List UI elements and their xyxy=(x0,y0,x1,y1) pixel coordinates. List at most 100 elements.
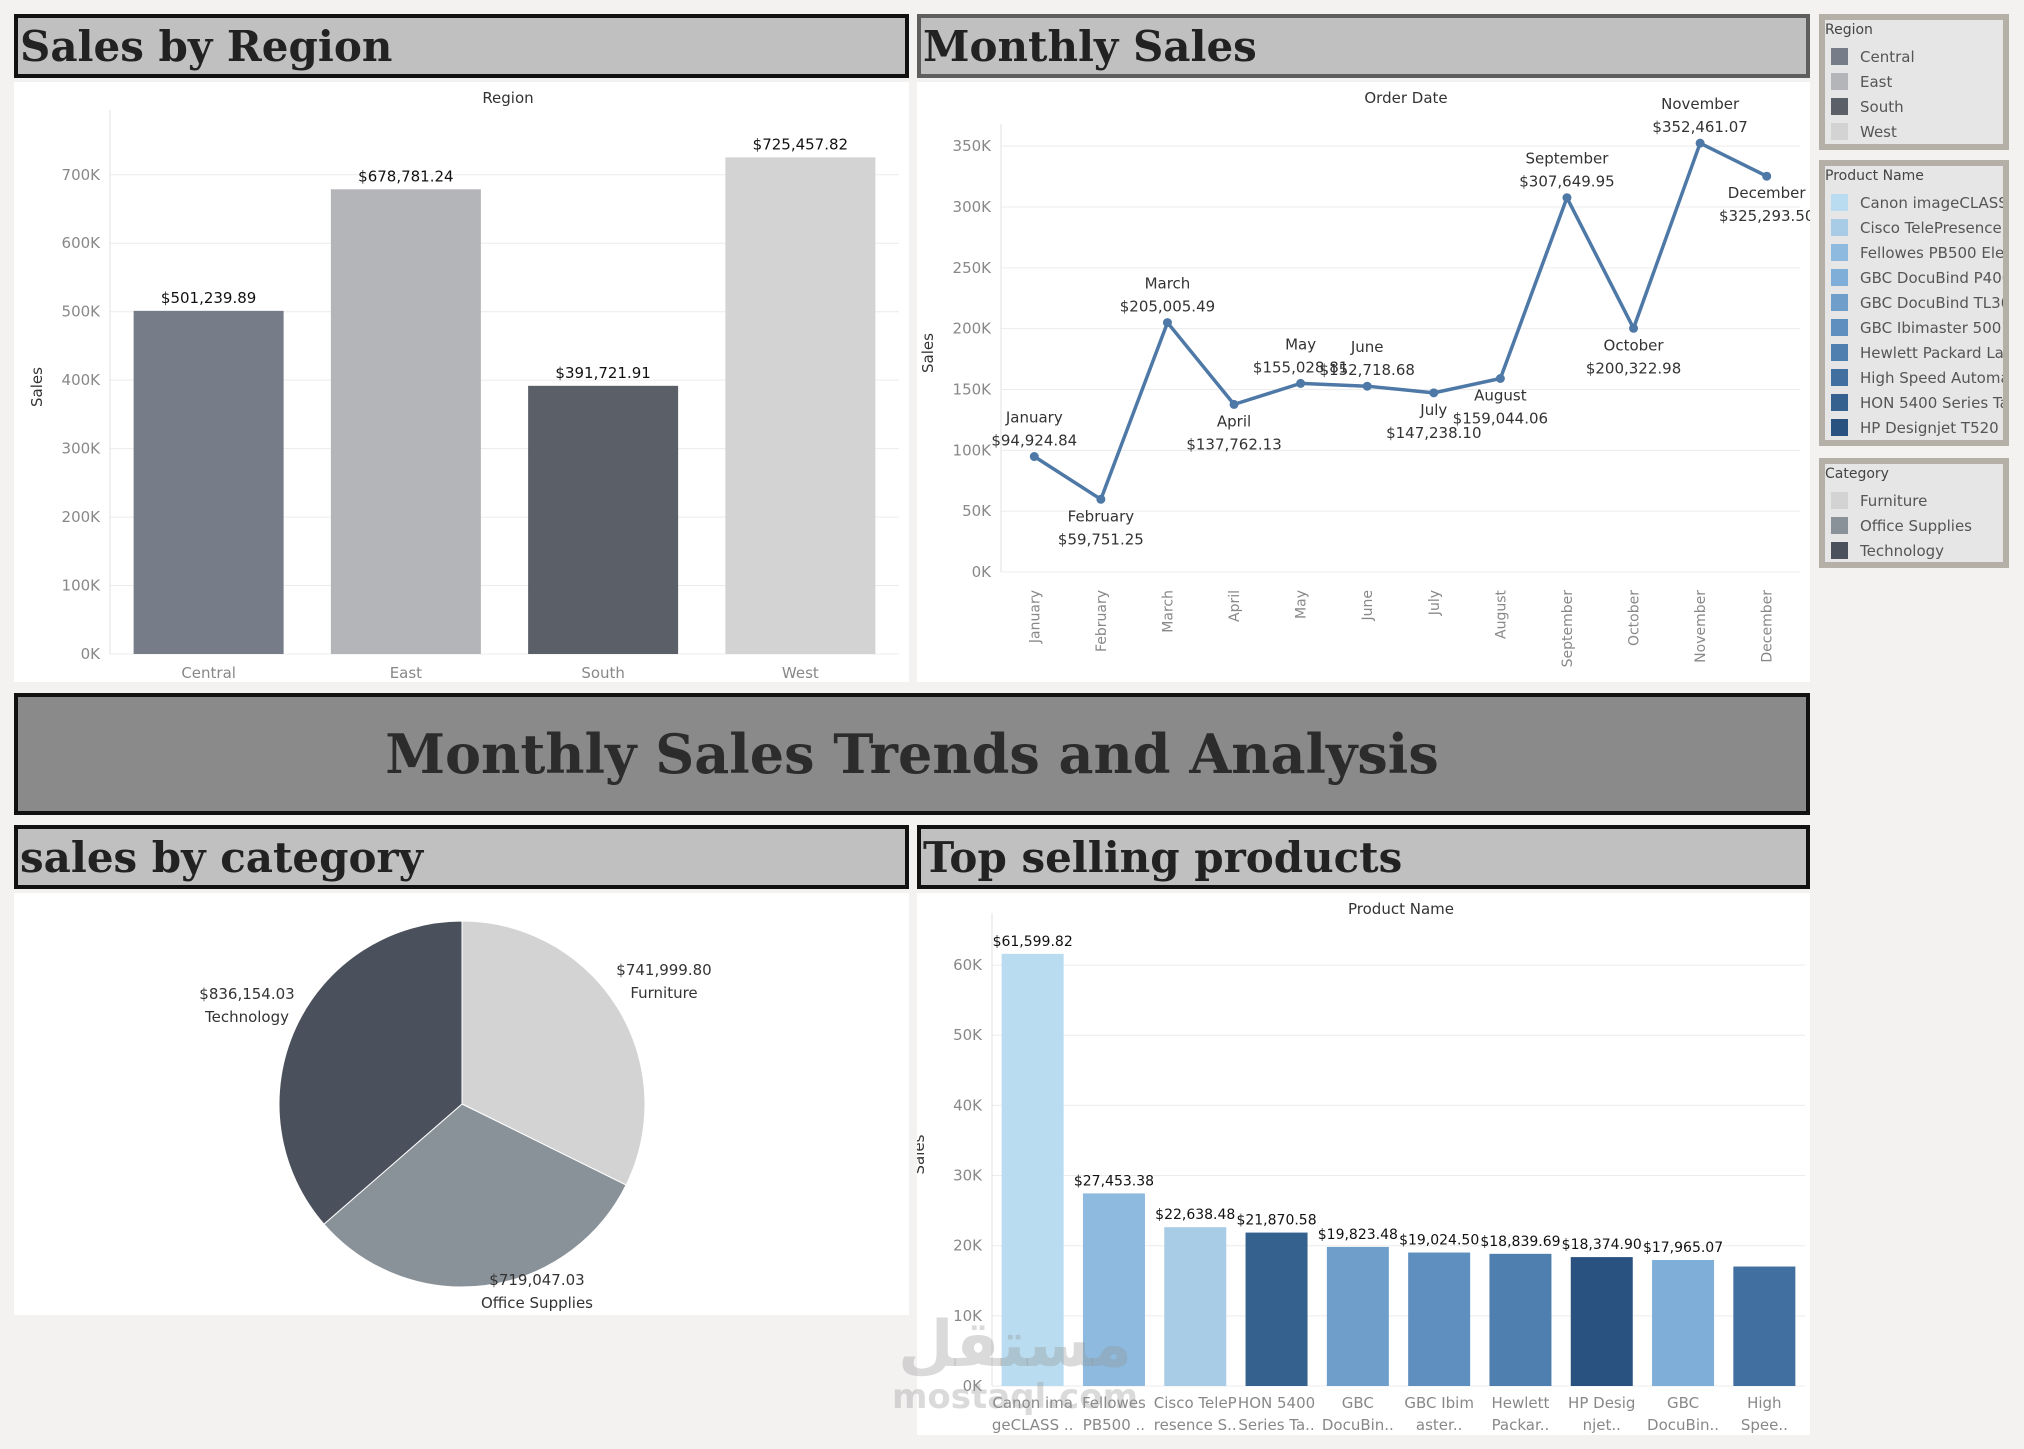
product-legend-swatch xyxy=(1831,194,1848,211)
monthly-xtick-label: January xyxy=(1027,590,1043,644)
products-data-label: $19,024.50 xyxy=(1399,1233,1479,1249)
product-legend-item[interactable]: High Speed Automa.. xyxy=(1825,365,2003,390)
products-data-label: $61,599.82 xyxy=(993,934,1073,950)
region-bar xyxy=(725,157,876,654)
category-legend-item[interactable]: Furniture xyxy=(1825,488,2003,513)
products-bar-chart: Product Name 0K 10K 20K 30K 40K 50K 60K Sales $61… xyxy=(910,900,1805,1434)
product-legend-item[interactable]: Canon imageCLASS .. xyxy=(1825,190,2003,215)
category-legend-label: Technology xyxy=(1860,541,1945,560)
products-xtick-label-line2: Spee.. xyxy=(1741,1416,1788,1434)
region-ytick-label: 300K xyxy=(62,440,102,458)
monthly-data-label: $200,322.98 xyxy=(1586,359,1681,377)
products-xtick-label-line2: Packar.. xyxy=(1492,1416,1550,1434)
monthly-xtick-label: November xyxy=(1693,590,1709,663)
region-legend-item[interactable]: South xyxy=(1825,94,2003,119)
product-legend-item[interactable]: Hewlett Packard La.. xyxy=(1825,340,2003,365)
product-legend-swatch xyxy=(1831,294,1848,311)
region-legend-swatch xyxy=(1831,98,1848,115)
monthly-point-month: June xyxy=(1350,338,1384,356)
category-pie-slice xyxy=(461,920,646,1186)
products-ytick-label: 60K xyxy=(953,956,983,974)
region-xtick-label: West xyxy=(782,664,819,682)
product-legend-swatch xyxy=(1831,244,1848,261)
products-xtick-label-line2: geCLASS .. xyxy=(992,1416,1074,1434)
monthly-ytick-label: 50K xyxy=(962,502,992,520)
products-chart-title: Product Name xyxy=(1348,900,1454,918)
product-legend-label: Fellowes PB500 Ele.. xyxy=(1860,243,2003,262)
monthly-point-month: July xyxy=(1419,401,1447,419)
monthly-xtick-label: February xyxy=(1094,590,1110,652)
monthly-point xyxy=(1296,378,1306,388)
product-legend-item[interactable]: GBC Ibimaster 500 .. xyxy=(1825,315,2003,340)
monthly-ytick-label: 200K xyxy=(953,320,993,338)
region-chart-title: Region xyxy=(482,89,533,107)
products-bar xyxy=(1326,1246,1389,1386)
products-xtick-label-line1: Fellowes xyxy=(1082,1394,1146,1412)
monthly-point-month: January xyxy=(1005,409,1063,427)
product-legend-swatch xyxy=(1831,269,1848,286)
product-legend[interactable]: Product Name Canon imageCLASS .. Cisco Te… xyxy=(1819,160,2009,446)
region-ytick-label: 400K xyxy=(62,371,102,389)
product-legend-item[interactable]: GBC DocuBind TL30.. xyxy=(1825,290,2003,315)
product-legend-item[interactable]: Fellowes PB500 Ele.. xyxy=(1825,240,2003,265)
products-xtick-label-line1: HON 5400 xyxy=(1238,1394,1315,1412)
region-ytick-label: 100K xyxy=(62,577,102,595)
monthly-ytick-label: 150K xyxy=(953,381,993,399)
region-legend-item[interactable]: West xyxy=(1825,119,2003,144)
product-legend-label: Canon imageCLASS .. xyxy=(1860,193,2003,212)
products-bar xyxy=(1082,1193,1145,1386)
products-bar xyxy=(1489,1253,1552,1386)
products-xtick-label-line2: resence S.. xyxy=(1154,1416,1237,1434)
region-legend-swatch xyxy=(1831,73,1848,90)
category-legend[interactable]: Category Furniture Office Supplies Technol… xyxy=(1819,458,2009,568)
region-bar xyxy=(133,310,284,654)
monthly-point xyxy=(1762,171,1772,181)
monthly-point xyxy=(1562,193,1572,203)
products-xtick-label-line1: Canon ima xyxy=(992,1394,1073,1412)
region-section-title: Sales by Region xyxy=(14,14,909,78)
region-legend-label: East xyxy=(1860,72,1893,91)
products-bar xyxy=(1245,1232,1308,1386)
products-ytick-label: 30K xyxy=(953,1167,983,1185)
category-chart-panel: $741,999.80 Furniture $719,047.03 Office Su… xyxy=(14,893,909,1315)
region-xtick-label: East xyxy=(390,664,422,682)
region-bar xyxy=(528,385,679,654)
products-bar xyxy=(1652,1259,1715,1386)
category-legend-swatch xyxy=(1831,517,1848,534)
region-legend[interactable]: Region Central East South West xyxy=(1819,14,2009,150)
monthly-xtick-label: July xyxy=(1427,590,1443,616)
products-bar xyxy=(1733,1266,1796,1386)
products-ytick-label: 50K xyxy=(953,1026,983,1044)
product-legend-label: HP Designjet T520 I.. xyxy=(1860,418,2003,437)
category-legend-item[interactable]: Office Supplies xyxy=(1825,513,2003,538)
monthly-data-label: $205,005.49 xyxy=(1120,298,1215,316)
product-legend-item[interactable]: Cisco TelePresence .. xyxy=(1825,215,2003,240)
product-legend-item[interactable]: HP Designjet T520 I.. xyxy=(1825,415,2003,440)
products-bar xyxy=(1408,1252,1471,1386)
monthly-xtick-label: April xyxy=(1227,590,1243,622)
products-ytick-label: 10K xyxy=(953,1307,983,1325)
category-slice-value: $719,047.03 xyxy=(489,1271,584,1289)
category-legend-item[interactable]: Technology xyxy=(1825,538,2003,563)
monthly-data-label: $325,293.50 xyxy=(1719,207,1810,225)
products-ytick-label: 20K xyxy=(953,1237,983,1255)
monthly-data-label: $155,028.81 xyxy=(1253,358,1348,376)
products-xtick-label-line2: PB500 .. xyxy=(1083,1416,1145,1434)
product-legend-swatch xyxy=(1831,394,1848,411)
monthly-ytick-label: 0K xyxy=(972,563,993,581)
product-legend-item[interactable]: HON 5400 Series Ta.. xyxy=(1825,390,2003,415)
region-legend-swatch xyxy=(1831,123,1848,140)
region-legend-item[interactable]: East xyxy=(1825,69,2003,94)
monthly-point xyxy=(1429,388,1439,398)
product-legend-item[interactable]: GBC DocuBind P400.. xyxy=(1825,265,2003,290)
watermark-logo: مستقل xyxy=(897,1308,1133,1382)
products-data-label: $22,638.48 xyxy=(1155,1207,1235,1223)
region-bar-chart: Region 0K 100K 200K 300K 400K 500K 600K 700K Sale… xyxy=(28,89,899,682)
region-legend-item[interactable]: Central xyxy=(1825,44,2003,69)
category-pie-slice xyxy=(278,920,463,1225)
monthly-point-month: December xyxy=(1728,184,1807,202)
category-slice-label: Furniture xyxy=(630,984,697,1002)
region-legend-label: Central xyxy=(1860,47,1915,66)
products-ytick-label: 40K xyxy=(953,1096,983,1114)
product-legend-label: GBC Ibimaster 500 .. xyxy=(1860,318,2003,337)
